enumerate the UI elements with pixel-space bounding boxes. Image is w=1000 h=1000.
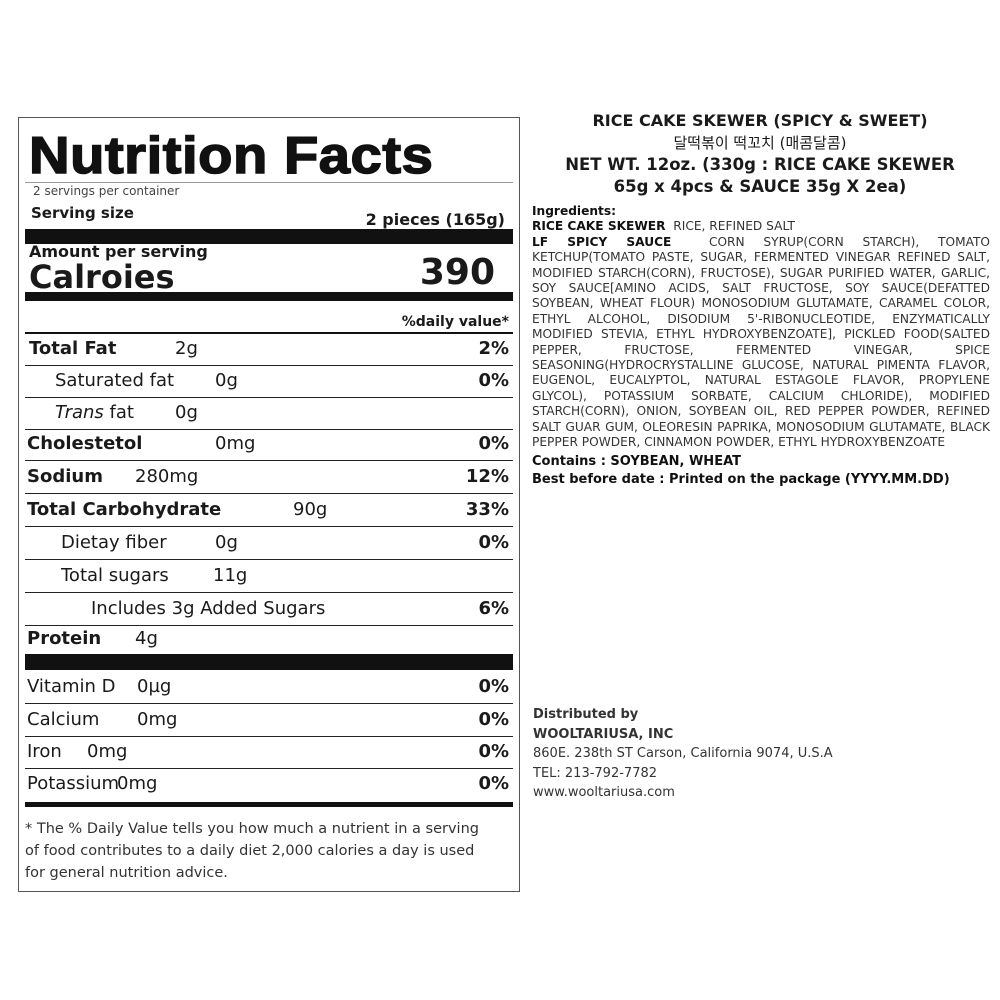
nutrient-daily-value: 0% (478, 532, 509, 553)
best-before-date: Best before date : Printed on the packag… (532, 471, 950, 487)
ingredient-text: RICE, REFINED SALT (673, 219, 796, 234)
divider (25, 364, 513, 366)
nutrient-name: Protein (27, 628, 102, 649)
divider (25, 558, 513, 560)
nutrient-daily-value: 0% (478, 741, 509, 762)
nutrient-name: Total Fat (29, 338, 117, 359)
nutrient-name: Total sugars (61, 565, 169, 586)
nutrient-row: Calcium 0mg 0% (25, 705, 513, 737)
nutrient-row: Potassium 0mg 0% (25, 769, 511, 801)
thick-divider (25, 229, 513, 244)
distributor-website: www.wooltariusa.com (533, 785, 675, 800)
divider (25, 459, 513, 461)
distributor-address: 860E. 238th ST Carson, California 9074, … (533, 746, 833, 761)
nutrient-daily-value: 33% (465, 499, 509, 520)
nutrient-amount: 0g (215, 532, 238, 553)
nutrient-daily-value: 0% (478, 773, 509, 794)
nutrient-row: Sodium 280mg 12% (25, 462, 513, 494)
calories-value: 390 (419, 252, 495, 293)
nutrient-row: Total Carbohydrate 90g 33% (25, 495, 513, 527)
divider (25, 332, 513, 334)
nutrient-amount: 280mg (135, 466, 199, 487)
product-name: RICE CAKE SKEWER (SPICY & SWEET) (592, 111, 928, 130)
ingredients-label: Ingredients: (532, 204, 617, 218)
distributor-name: WOOLTARIUSA, INC (533, 726, 674, 742)
nutrient-amount: 0mg (137, 709, 178, 730)
divider (25, 702, 513, 704)
daily-value-footnote: * The % Daily Value tells you how much a… (25, 821, 479, 881)
distributor-info: Distributed by WOOLTARIUSA, INC 860E. 23… (533, 705, 833, 803)
nutrient-name: Trans fat (55, 402, 134, 423)
divider (25, 802, 513, 807)
divider (25, 767, 513, 769)
net-weight-line-2: 65g x 4pcs & SAUCE 35g X 2ea) (613, 177, 907, 196)
daily-value-header: %daily value* (401, 314, 509, 330)
nutrient-name: Dietay fiber (61, 532, 167, 553)
nutrient-name: Potassium (27, 773, 120, 794)
allergen-contains: Contains : SOYBEAN, WHEAT (532, 453, 741, 469)
nutrient-name: Includes 3g Added Sugars (91, 598, 326, 619)
nutrient-row: Protein 4g (25, 624, 511, 656)
nutrition-facts-panel: Nutrition Facts 2 servings per container… (18, 117, 520, 892)
divider (25, 591, 513, 593)
nutrient-amount: 0mg (215, 433, 256, 454)
serving-size-label: Serving size (31, 204, 134, 222)
nutrient-name: Total Carbohydrate (27, 499, 222, 520)
nutrient-row: Iron 0mg 0% (25, 737, 513, 769)
product-name-korean: 달떡볶이 떡꼬치 (매콤달콤) (673, 134, 847, 152)
distributed-by-label: Distributed by (533, 707, 639, 722)
nutrient-row: Vitamin D 0µg 0% (25, 672, 513, 704)
nutrient-name: Cholestetol (27, 433, 143, 454)
ingredient-head: RICE CAKE SKEWER (532, 219, 666, 234)
nutrient-row: Saturated fat 0g 0% (25, 366, 513, 398)
nutrient-daily-value: 6% (478, 598, 509, 619)
divider (25, 624, 513, 626)
nutrient-amount: 0µg (137, 676, 172, 697)
thick-divider (25, 292, 513, 301)
nutrient-amount: 11g (213, 565, 248, 586)
nutrient-amount: 0mg (87, 741, 128, 762)
divider (25, 525, 513, 527)
nutrient-row: Total sugars 11g (25, 561, 513, 593)
nutrient-row: Total Fat 2g 2% (25, 334, 513, 366)
nutrient-name: Calcium (27, 709, 100, 730)
divider (25, 492, 513, 494)
divider (25, 428, 513, 430)
nutrient-name: Iron (27, 741, 62, 762)
nutrient-row: Includes 3g Added Sugars 6% (25, 594, 513, 626)
nutrient-row: Cholestetol 0mg 0% (25, 429, 513, 461)
thick-divider (25, 654, 513, 670)
nutrient-amount: 4g (135, 628, 158, 649)
nutrient-row: Dietay fiber 0g 0% (25, 528, 513, 560)
divider (25, 396, 513, 398)
product-info: RICE CAKE SKEWER (SPICY & SWEET) 달떡볶이 떡꼬… (530, 110, 990, 487)
nutrient-daily-value: 0% (478, 676, 509, 697)
calories-label: Calroies (29, 258, 175, 296)
divider (25, 182, 513, 183)
nutrient-name: Vitamin D (27, 676, 116, 697)
servings-per-container: 2 servings per container (33, 184, 180, 198)
nutrient-daily-value: 0% (478, 433, 509, 454)
nutrient-amount: 2g (175, 338, 198, 359)
nutrition-title: Nutrition Facts (28, 126, 434, 186)
nutrient-amount: 0g (175, 402, 198, 423)
nutrient-name: Sodium (27, 466, 103, 487)
divider (25, 735, 513, 737)
ingredient-text: CORN SYRUP(CORN STARCH), TOMATO KETCHUP(… (532, 234, 991, 450)
nutrient-daily-value: 0% (478, 709, 509, 730)
amount-per-serving: Amount per serving (29, 242, 208, 261)
nutrient-amount: 90g (293, 499, 328, 520)
nutrient-amount: 0mg (117, 773, 158, 794)
ingredient-head: LF SPICY SAUCE (532, 234, 672, 249)
nutrient-daily-value: 12% (465, 466, 509, 487)
nutrient-daily-value: 0% (478, 370, 509, 391)
nutrient-amount: 0g (215, 370, 238, 391)
net-weight-line-1: NET WT. 12oz. (330g : RICE CAKE SKEWER (565, 155, 955, 174)
nutrient-daily-value: 2% (478, 338, 509, 359)
serving-size-value: 2 pieces (165g) (365, 210, 505, 229)
nutrient-row: Trans fat 0g (25, 398, 513, 430)
nutrient-name: Saturated fat (55, 370, 175, 391)
distributor-phone: TEL: 213-792-7782 (533, 765, 658, 781)
